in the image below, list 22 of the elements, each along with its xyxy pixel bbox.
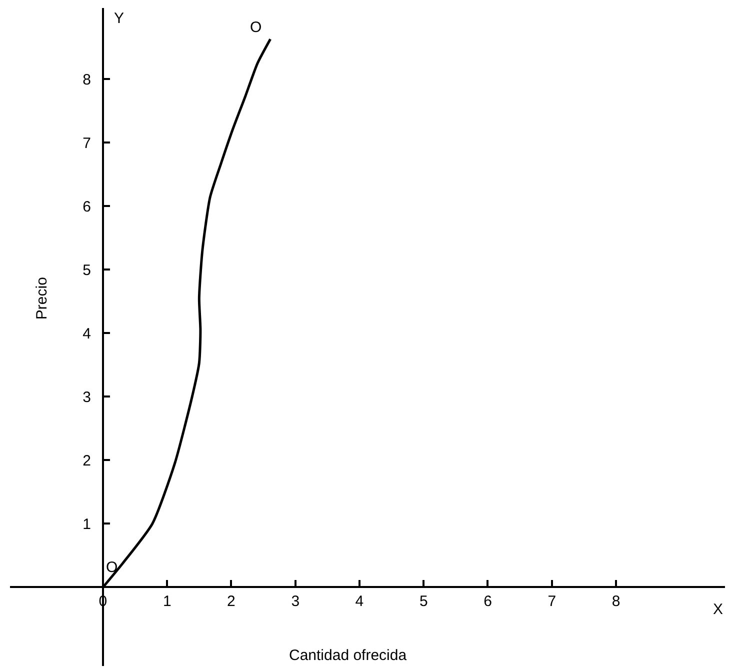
x-tick-label: 1 (162, 593, 172, 610)
x-tick-label: 8 (612, 593, 620, 610)
annotation: O (106, 559, 118, 576)
x-tick-label: 2 (227, 593, 236, 610)
x-tick-label: 7 (548, 593, 556, 610)
annotation: X (713, 601, 724, 618)
y-tick-label: 5 (82, 262, 91, 279)
x-tick-label: 5 (419, 593, 428, 610)
annotation: Y (114, 10, 124, 27)
x-tick-label: 3 (291, 593, 300, 610)
x-axis-title: Cantidad ofrecida (289, 647, 408, 664)
y-tick-label: 3 (82, 388, 91, 406)
y-tick-label: 7 (82, 134, 91, 152)
y-tick-label: 4 (82, 325, 91, 342)
y-tick-label: 2 (82, 452, 91, 470)
annotation: O (250, 19, 262, 36)
x-tick-label: 4 (355, 593, 364, 610)
y-axis-title: Precio (33, 277, 50, 320)
y-tick-label: 8 (82, 71, 91, 88)
x-tick-label: 6 (484, 593, 492, 610)
y-tick-label: 6 (82, 198, 91, 216)
y-tick-label: 1 (82, 516, 91, 533)
